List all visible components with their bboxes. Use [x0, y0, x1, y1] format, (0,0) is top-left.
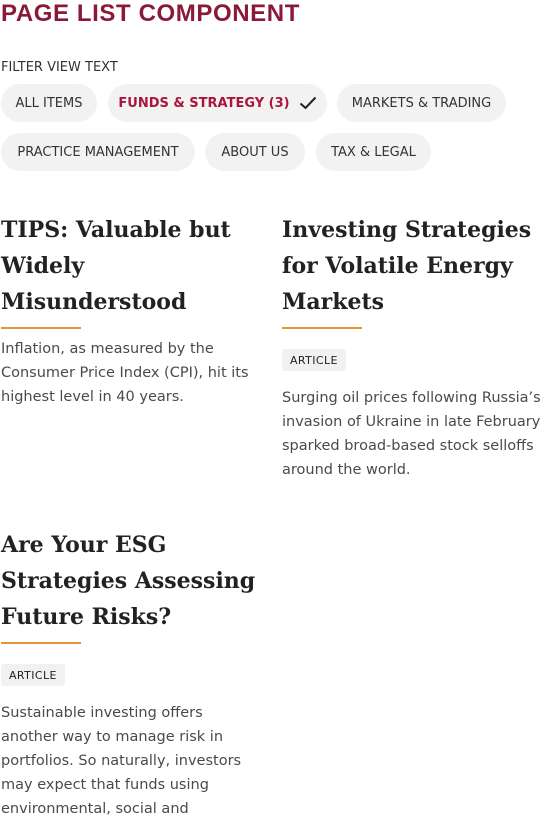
chip-label: MARKETS & TRADING — [351, 95, 492, 111]
page-title: PAGE LIST COMPONENT — [1, 0, 300, 27]
chip-markets-trading[interactable]: MARKETS & TRADING — [337, 84, 506, 122]
article-badge: ARTICLE — [1, 664, 65, 686]
card-accent-rule — [282, 327, 362, 329]
article-badge: ARTICLE — [282, 349, 346, 371]
card-accent-rule — [1, 327, 81, 329]
card-description: Surging oil prices following Russia’s in… — [282, 390, 541, 478]
card-description: Inflation, as measured by the Consumer P… — [1, 341, 249, 405]
filter-label: FILTER VIEW TEXT — [1, 60, 118, 75]
chip-about-us[interactable]: ABOUT US — [205, 133, 305, 171]
card-title[interactable]: Are Your ESG Strategies Assessing Future… — [1, 532, 256, 630]
chip-funds-strategy[interactable]: FUNDS & STRATEGY (3) — [108, 84, 327, 122]
chip-label: PRACTICE MANAGEMENT — [17, 144, 179, 160]
chip-practice-management[interactable]: PRACTICE MANAGEMENT — [1, 133, 195, 171]
chip-label: FUNDS & STRATEGY (3) — [118, 95, 290, 111]
card-accent-rule — [1, 642, 81, 644]
chip-label: ABOUT US — [221, 144, 289, 160]
check-icon — [299, 96, 316, 110]
chip-all-items[interactable]: ALL ITEMS — [1, 84, 97, 122]
chip-label: ALL ITEMS — [15, 95, 83, 111]
card-title[interactable]: TIPS: Valuable but Widely Misunderstood — [1, 217, 231, 315]
card-title[interactable]: Investing Strategies for Volatile Energy… — [282, 217, 532, 315]
chip-label: TAX & LEGAL — [331, 144, 416, 160]
card-description: Sustainable investing offers another way… — [1, 705, 242, 817]
chip-tax-legal[interactable]: TAX & LEGAL — [316, 133, 431, 171]
